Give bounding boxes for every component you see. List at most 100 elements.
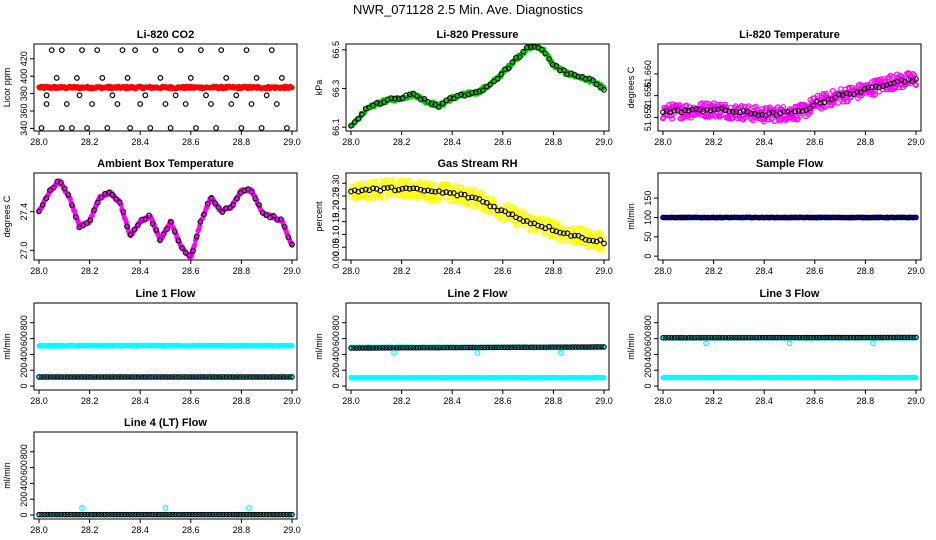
data-point — [474, 349, 481, 356]
data-point — [558, 349, 564, 356]
data-point — [472, 89, 479, 96]
data-point — [682, 107, 688, 114]
series-dips — [391, 349, 564, 356]
data-point — [414, 93, 420, 99]
data-point — [351, 119, 358, 125]
data-point — [263, 92, 270, 99]
data-point — [869, 84, 875, 91]
x-tick-label: 28.2 — [393, 266, 411, 276]
data-point — [428, 100, 435, 107]
data-point — [461, 92, 468, 99]
y-tick-label: 800 — [19, 444, 29, 459]
data-point — [715, 106, 721, 113]
data-point — [208, 101, 214, 107]
data-point — [192, 242, 198, 248]
x-tick-label: 29.0 — [283, 266, 301, 276]
data-point — [597, 84, 604, 90]
chart-title: Line 4 (LT) Flow — [124, 417, 207, 429]
data-point — [913, 375, 919, 381]
x-tick-label: 29.0 — [907, 137, 925, 147]
data-point — [560, 67, 567, 73]
y-tick-label: 800 — [19, 315, 29, 330]
data-point — [854, 89, 861, 95]
data-point — [699, 100, 706, 107]
data-point — [127, 125, 134, 131]
data-point — [707, 107, 714, 114]
data-point — [806, 105, 813, 112]
data-point — [527, 44, 534, 50]
x-tick-label: 28.2 — [393, 396, 411, 406]
y-tick-label: 800 — [643, 315, 653, 330]
data-point — [472, 187, 479, 194]
data-point — [669, 115, 675, 122]
series-minute — [348, 44, 607, 128]
y-tick-label: 360 — [19, 103, 29, 118]
data-point — [48, 47, 55, 53]
page-title: NWR_071128 2.5 Min. Ave. Diagnostics — [352, 2, 584, 17]
data-point — [480, 87, 486, 94]
x-tick-label: 28.2 — [81, 137, 99, 147]
data-point — [89, 101, 95, 107]
data-point — [421, 95, 428, 102]
x-tick-label: 28.6 — [494, 396, 512, 406]
x-tick-label: 28.6 — [494, 137, 512, 147]
x-tick-label: 28.8 — [233, 266, 251, 276]
data-point — [768, 115, 775, 122]
y-tick-label: 100 — [643, 210, 653, 225]
data-point — [79, 47, 85, 53]
data-point — [498, 71, 505, 78]
y-axis-label: Licor ppm — [2, 68, 12, 108]
y-tick-label: 0 — [643, 254, 653, 259]
x-tick-label: 28.8 — [233, 525, 251, 535]
data-point — [73, 74, 80, 81]
x-tick-label: 28.0 — [342, 396, 360, 406]
x-tick-label: 28.0 — [342, 137, 360, 147]
data-point — [520, 48, 527, 55]
data-point — [447, 95, 453, 101]
data-point — [172, 92, 179, 99]
x-tick-label: 28.8 — [545, 137, 563, 147]
y-tick-label: 0 — [19, 384, 29, 389]
y-tick-label: 420 — [19, 51, 29, 66]
y-tick-label: 0.30 — [331, 174, 341, 192]
y-tick-label: 400 — [19, 347, 29, 362]
data-point — [880, 83, 886, 89]
y-axis-label: ml/min — [626, 333, 636, 360]
data-point — [233, 92, 240, 99]
data-point — [786, 340, 793, 347]
y-axis-label: ml/min — [314, 333, 324, 360]
data-point — [771, 118, 778, 125]
chart-title: Li-820 Pressure — [437, 29, 519, 41]
data-point — [228, 101, 235, 107]
data-point — [806, 107, 813, 114]
data-point — [910, 70, 916, 77]
data-point — [63, 101, 70, 107]
data-point — [601, 87, 607, 93]
data-point — [403, 92, 409, 99]
y-tick-label: 50 — [643, 232, 653, 242]
data-point — [740, 108, 747, 114]
data-point — [847, 91, 853, 97]
chart-title: Li-820 CO2 — [137, 29, 194, 41]
data-point — [114, 101, 121, 107]
data-point — [502, 66, 508, 73]
x-tick-label: 28.6 — [806, 137, 824, 147]
data-point — [781, 109, 787, 115]
data-point — [832, 94, 839, 101]
data-point — [722, 107, 729, 114]
x-tick-label: 28.6 — [494, 266, 512, 276]
x-tick-label: 28.0 — [654, 266, 672, 276]
x-tick-label: 28.2 — [705, 137, 723, 147]
data-point — [797, 112, 803, 119]
data-point — [119, 47, 126, 53]
y-tick-label: 0 — [19, 513, 29, 518]
data-point — [865, 84, 872, 91]
data-point — [887, 72, 894, 79]
data-point — [858, 89, 864, 95]
data-point — [284, 125, 290, 131]
data-point — [703, 100, 709, 107]
